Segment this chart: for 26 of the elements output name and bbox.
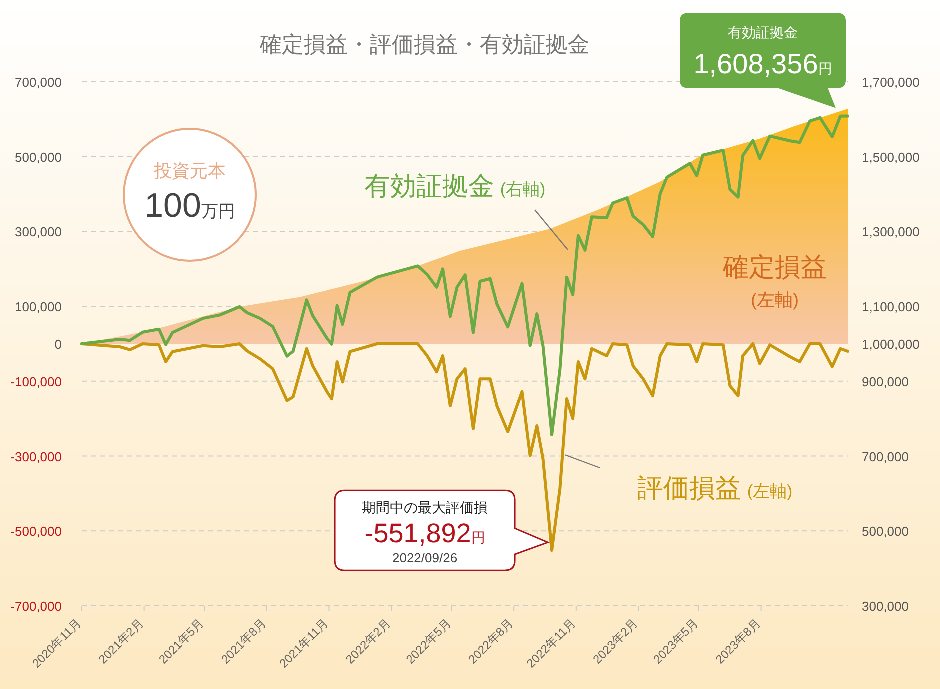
y-tick-label: -300,000 [10, 449, 62, 464]
y-tick-label: -100,000 [10, 374, 62, 390]
text: 評価損益 (左軸) [637, 473, 793, 503]
y2-tick-label: 1,300,000 [862, 224, 920, 240]
y-tick-label: 300,000 [15, 224, 62, 240]
y-tick-label: 700,000 [15, 75, 62, 90]
y-tick-label: 100,000 [15, 300, 62, 315]
y-tick-label: -700,000 [10, 599, 62, 614]
series-label: 有効証拠金 (右軸) [364, 171, 546, 201]
y-tick-label: 0 [54, 337, 62, 352]
annotation: 投資元本 100万円 [144, 161, 236, 225]
y-tick-label: 500,000 [15, 150, 62, 165]
y2-tick-label: 900,000 [862, 374, 909, 390]
y2-tick-label: 500,000 [862, 524, 909, 540]
y2-tick-label: 700,000 [862, 449, 909, 464]
y-tick-label: -500,000 [10, 524, 62, 540]
text: 有効証拠金 1,608,356円 [694, 24, 832, 80]
y2-tick-label: 1,500,000 [862, 150, 920, 165]
series-label: 確定損益 (左軸) [722, 252, 827, 310]
chart-title: 確定損益・評価損益・有効証拠金 [259, 32, 590, 57]
y2-tick-label: 1,700,000 [862, 75, 920, 90]
y2-tick-label: 300,000 [862, 599, 909, 614]
y2-tick-label: 1,000,000 [862, 337, 920, 352]
line-series [80, 114, 850, 436]
annotation: 期間中の最大評価損 -551,892円 2022/09/26 [362, 500, 488, 566]
y2-tick-label: 1,100,000 [862, 300, 920, 315]
